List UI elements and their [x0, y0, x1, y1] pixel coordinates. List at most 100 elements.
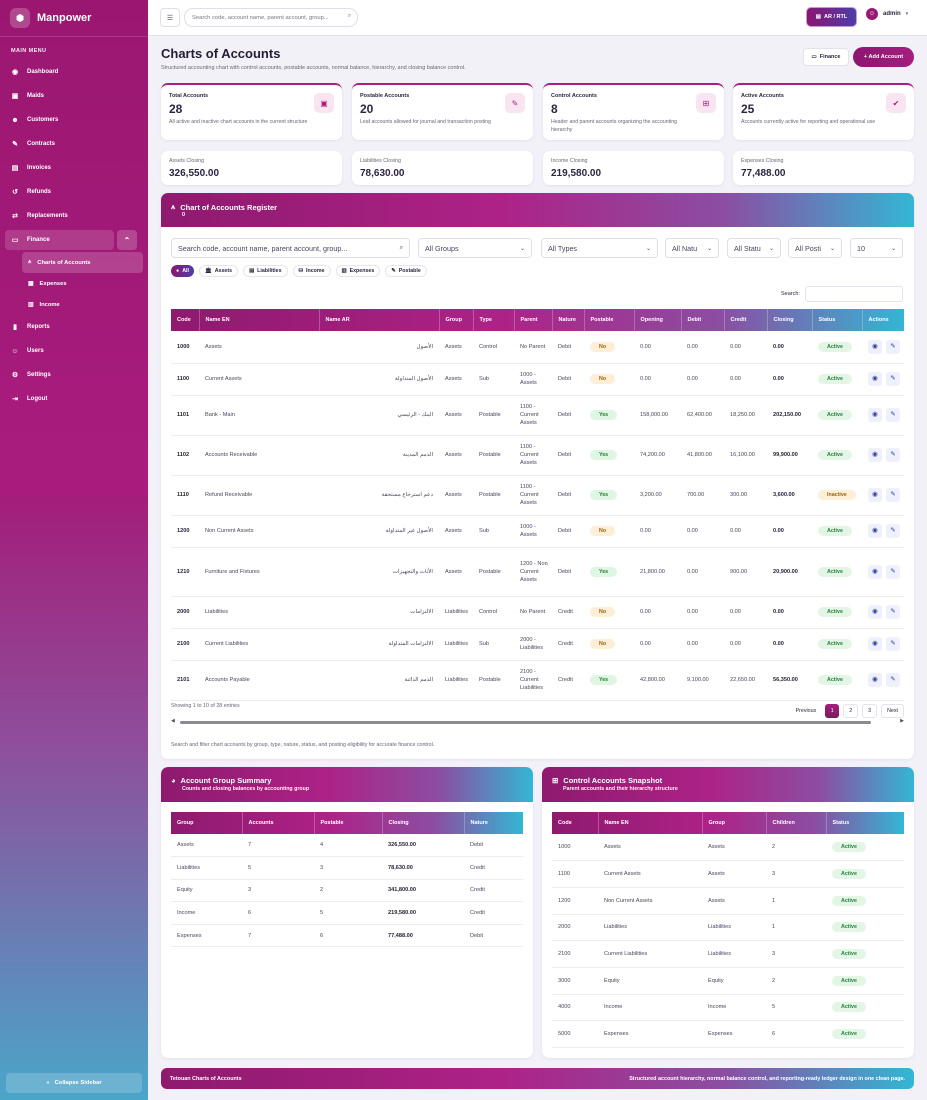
group-filter-select[interactable]: All Groups ⌄ [418, 238, 532, 258]
sidebar-item-settings[interactable]: ⚙ Settings [11, 372, 51, 379]
sidebar-item-finance[interactable]: ▭ Finance ⌃ [5, 230, 137, 250]
edit-button[interactable]: ✎ [886, 605, 900, 619]
sidebar-item-reports[interactable]: ▮ Reports [0, 315, 148, 339]
sidebar-item-charts-of-accounts[interactable]: ⩚ Charts of Accounts [22, 252, 143, 273]
chip-liabilities[interactable]: ▤ Liabilities [243, 265, 288, 277]
table-row[interactable]: 1101 Bank - Main البنك - الرئيسي Assets Post… [171, 395, 904, 436]
col-status[interactable]: Status [812, 309, 863, 331]
col-group[interactable]: Group [439, 309, 474, 331]
postable-badge: Yes [590, 675, 618, 685]
page-3-button[interactable]: 3 [862, 704, 878, 718]
sidebar-item-expenses[interactable]: ▦ Expenses [28, 280, 67, 287]
edit-button[interactable]: ✎ [886, 524, 900, 538]
edit-button[interactable]: ✎ [886, 448, 900, 462]
table-row[interactable]: 1210 Furniture and Fixtures الأثاث والتجهي… [171, 547, 904, 597]
sidebar-item-users[interactable]: ☺ Users [11, 347, 44, 355]
cell-actions: ◉ ✎ [862, 435, 904, 476]
register-header: ⩚ Chart of Accounts Register 0 [161, 193, 914, 227]
edit-button[interactable]: ✎ [886, 339, 900, 354]
col-debit[interactable]: Debit [681, 309, 725, 331]
view-button[interactable]: ◉ [868, 488, 882, 502]
table-row[interactable]: 1102 Accounts Receivable الذمم المدينة Asse… [171, 435, 904, 476]
main-nav: ◉ Dashboard ▣ Maids ☻ Customers ✎ Contracts … [0, 60, 148, 411]
horizontal-scrollbar[interactable]: ◀ ▶ [171, 718, 904, 725]
chip-expenses[interactable]: ▥ Expenses [335, 265, 381, 277]
col-postable[interactable]: Postable [584, 309, 635, 331]
table-row[interactable]: 1200 Non Current Assets الأصول غير المتداو… [171, 515, 904, 548]
edit-button[interactable]: ✎ [886, 408, 900, 422]
col-name-ar[interactable]: Name AR [319, 309, 440, 331]
view-button[interactable]: ◉ [868, 372, 882, 386]
table-row[interactable]: 2000 Liabilities الالتزامات Liabilities Cont… [171, 596, 904, 629]
col-code[interactable]: Code [171, 309, 200, 331]
sidebar-item-customers[interactable]: ☻ Customers [11, 116, 59, 124]
sidebar-item-replacements[interactable]: ⇄ Replacements [12, 213, 68, 220]
table-row[interactable]: 1000 Assets الأصول Assets Control No Parent De… [171, 331, 904, 364]
sidebar-item-dashboard[interactable]: ◉ Dashboard [11, 69, 59, 76]
scrollbar-thumb[interactable] [180, 721, 871, 724]
table-search-input[interactable] [805, 286, 903, 302]
scroll-left-icon[interactable]: ◀ [171, 718, 175, 724]
sidebar-item-invoices[interactable]: ▤ Invoices [11, 165, 52, 172]
col-credit[interactable]: Credit [724, 309, 768, 331]
edit-button[interactable]: ✎ [886, 673, 900, 687]
page-2-button[interactable]: 2 [843, 704, 859, 718]
edit-button[interactable]: ✎ [886, 564, 900, 579]
scroll-right-icon[interactable]: ▶ [900, 718, 904, 724]
chip-income[interactable]: ⛁ Income [292, 265, 331, 277]
col-opening[interactable]: Opening [634, 309, 682, 331]
col-name-en[interactable]: Name EN [199, 309, 320, 331]
postable-filter-select[interactable]: All Posti ⌄ [788, 238, 842, 258]
sidebar-item-income[interactable]: ▥ Income [28, 301, 60, 308]
next-page-button[interactable]: Next [881, 704, 904, 718]
user-menu[interactable]: ☺ admin ▾ [866, 8, 908, 20]
chip-postable[interactable]: ✎ Postable [385, 265, 427, 277]
col-actions[interactable]: Actions [862, 309, 905, 331]
language-toggle-button[interactable]: ▤ AR / RTL [806, 7, 857, 27]
cell-postable: 6 [314, 924, 382, 948]
view-button[interactable]: ◉ [868, 448, 882, 462]
sidebar-item-contracts[interactable]: ✎ Contracts [12, 141, 56, 148]
view-button[interactable]: ◉ [868, 524, 882, 538]
cell-code: 1000 [171, 331, 199, 364]
sidebar-item-refunds[interactable]: ↺ Refunds [12, 189, 51, 196]
register-search-input[interactable]: Search code, account name, parent accoun… [171, 238, 410, 258]
col-nature[interactable]: Nature [552, 309, 585, 331]
page-size-select[interactable]: 10 ⌄ [850, 238, 903, 258]
status-filter-select[interactable]: All Statu ⌄ [727, 238, 781, 258]
view-button[interactable]: ◉ [868, 339, 882, 354]
table-row[interactable]: 1110 Refund Receivable دعم استرجاع مستحقة A… [171, 475, 904, 516]
table-row[interactable]: 1100 Current Assets الأصول المتداولة Assets… [171, 363, 904, 396]
col-type[interactable]: Type [473, 309, 515, 331]
collapse-sidebar-button[interactable]: «Collapse Sidebar [6, 1073, 142, 1093]
brand[interactable]: ⬢ Manpower [10, 8, 91, 28]
add-account-button[interactable]: + Add Account [853, 47, 914, 67]
chevron-up-icon[interactable]: ⌃ [117, 230, 137, 250]
sidebar-item-logout[interactable]: ⇥ Logout [12, 396, 48, 403]
table-row[interactable]: 2100 Current Liabilities الالتزامات المتدا… [171, 628, 904, 661]
global-search-input[interactable]: Search code, account name, parent accoun… [184, 8, 358, 27]
nature-filter-select[interactable]: All Natu ⌄ [665, 238, 719, 258]
edit-button[interactable]: ✎ [886, 372, 900, 386]
sidebar-top-panel [0, 0, 148, 496]
income-icon: ▥ [28, 301, 34, 308]
table-row[interactable]: 2101 Accounts Payable الذمم الدائنة Liabili… [171, 660, 904, 701]
chip-assets[interactable]: 🏛︎ Assets [198, 265, 239, 277]
finance-button[interactable]: ▭ Finance [803, 48, 849, 66]
sidebar-item-maids[interactable]: ▣ Maids [11, 93, 45, 100]
menu-toggle-button[interactable]: ☰ [160, 8, 180, 27]
view-button[interactable]: ◉ [868, 673, 882, 687]
view-button[interactable]: ◉ [868, 408, 882, 422]
edit-button[interactable]: ✎ [886, 488, 900, 502]
type-filter-select[interactable]: All Types ⌄ [541, 238, 658, 258]
view-button[interactable]: ◉ [868, 637, 882, 651]
col-parent[interactable]: Parent [514, 309, 553, 331]
cell-code: 4000 [552, 994, 598, 1022]
page-1-button[interactable]: 1 [825, 704, 840, 718]
chip-all[interactable]: ● All [171, 265, 194, 277]
view-button[interactable]: ◉ [868, 564, 882, 579]
edit-button[interactable]: ✎ [886, 637, 900, 651]
prev-page-button[interactable]: Previous [790, 704, 822, 718]
view-button[interactable]: ◉ [868, 605, 882, 619]
col-closing[interactable]: Closing [767, 309, 813, 331]
